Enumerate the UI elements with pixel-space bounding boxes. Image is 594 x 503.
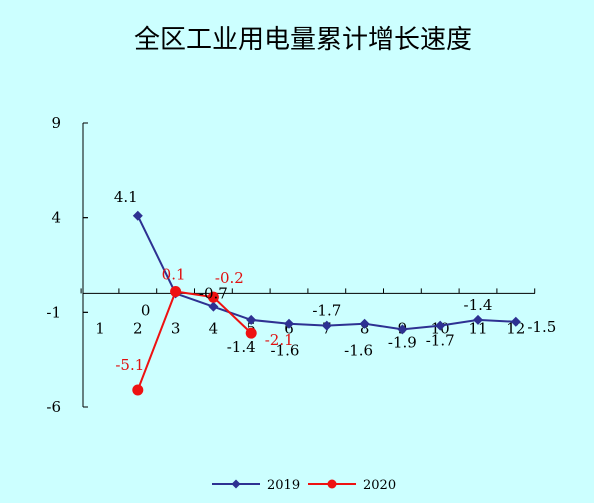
- x-tick-label: 11: [468, 319, 487, 337]
- data-label-2020: -2.1: [265, 331, 294, 349]
- data-point-2020: [245, 327, 257, 339]
- data-point-2019: [397, 324, 408, 335]
- data-label-2019: -1.6: [344, 342, 373, 360]
- data-point-2019: [359, 318, 370, 329]
- data-label-2020: 0.1: [162, 266, 186, 284]
- x-tick-label: 1: [95, 319, 105, 337]
- chart-title: 全区工业用电量累计增长速度: [134, 25, 472, 55]
- data-point-2019: [246, 314, 257, 325]
- data-point-2019: [321, 320, 332, 331]
- y-tick-label: -1: [46, 303, 61, 321]
- data-labels: 4.1 0 -0.7 -1.4 -1.6 -1.7 -1.6 -1.9 -1.7 -1.4 -1.5…: [114, 188, 556, 374]
- data-label-2019: 0: [141, 301, 151, 319]
- legend-marker-2019: [231, 479, 241, 489]
- data-label-2020: -5.1: [115, 356, 144, 374]
- y-tick-label: -6: [46, 398, 61, 416]
- data-label-2019: -1.7: [426, 332, 455, 350]
- legend-item-2019: 2019: [212, 478, 300, 493]
- data-label-2019: -0.7: [199, 285, 228, 303]
- data-point-2019: [284, 318, 294, 329]
- legend-label-2019: 2019: [267, 478, 300, 493]
- series-line-2020: [136, 290, 252, 391]
- series-2020: [132, 286, 257, 396]
- data-label-2019: -1.4: [227, 338, 256, 356]
- data-point-2020: [207, 291, 219, 303]
- x-tick-label: 3: [171, 319, 181, 337]
- legend-item-2020: 2020: [308, 478, 396, 493]
- data-label-2019: -1.5: [527, 318, 556, 336]
- data-label-2019: 4.1: [114, 188, 138, 206]
- data-point-2019: [473, 314, 483, 325]
- data-point-2019: [132, 210, 143, 221]
- data-label-2019: -1.6: [271, 342, 300, 360]
- y-tick-label: 4: [51, 209, 61, 227]
- y-tick-label: 9: [51, 114, 61, 132]
- x-tick-label: 12: [506, 319, 525, 337]
- legend-label-2020: 2020: [363, 478, 396, 493]
- series-layer: [132, 210, 521, 396]
- x-tick-label: 4: [209, 319, 219, 337]
- x-tick-label: 2: [133, 319, 143, 337]
- legend: 2019 2020: [212, 478, 396, 493]
- data-point-2020: [132, 384, 144, 396]
- data-label-2019: -1.9: [388, 333, 417, 351]
- data-point-2019: [208, 301, 219, 312]
- legend-marker-2020: [327, 479, 337, 489]
- data-point-2019: [435, 320, 446, 331]
- data-label-2020: -0.2: [215, 269, 244, 287]
- data-point-2019: [510, 316, 521, 327]
- data-point-2020: [170, 286, 182, 298]
- data-label-2019: -1.4: [464, 296, 493, 314]
- data-label-2019: -1.7: [312, 302, 341, 320]
